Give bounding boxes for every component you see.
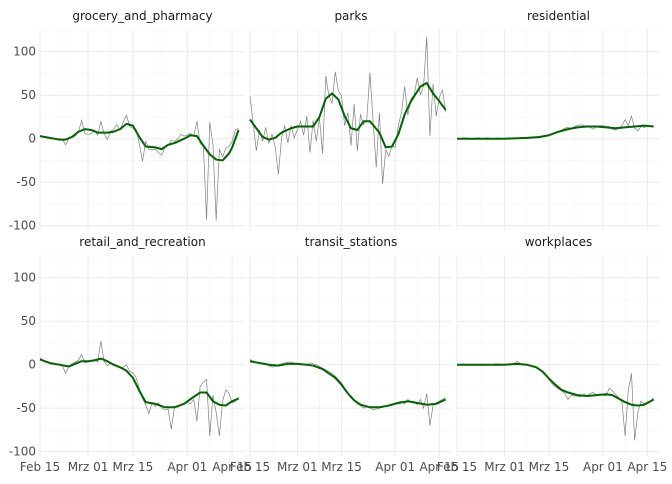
x-tick-label: Apr 15 [627, 460, 667, 474]
x-tick-label: Mrz 15 [529, 460, 570, 474]
series-line-smooth [457, 124, 654, 140]
x-tick-label: Mrz 15 [113, 460, 154, 474]
facet-title: residential [527, 9, 590, 23]
x-tick-label: Feb 15 [437, 460, 477, 474]
series-line-smooth [39, 122, 240, 162]
y-tick-label: -50 [16, 175, 36, 189]
series-line-raw [39, 114, 239, 221]
x-tick-label: Apr 01 [583, 460, 623, 474]
facet-title: parks [334, 9, 367, 23]
facet-title: transit_stations [305, 235, 397, 249]
facet-title: workplaces [525, 235, 593, 249]
y-tick-label: 50 [21, 88, 36, 102]
series-line-raw [249, 36, 447, 184]
y-tick-label: 100 [13, 271, 36, 285]
x-tick-label: Apr 01 [375, 460, 415, 474]
x-tick-label: Mrz 01 [277, 460, 318, 474]
series-line-smooth [249, 360, 447, 409]
y-tick-label: -100 [9, 219, 36, 233]
y-tick-label: 100 [13, 45, 36, 59]
series-line-raw [39, 341, 239, 437]
x-tick-label: Apr 15 [212, 460, 252, 474]
series-line-smooth [249, 82, 447, 149]
facet-title: grocery_and_pharmacy [72, 9, 212, 23]
y-tick-label: 50 [21, 314, 36, 328]
y-tick-label: -100 [9, 445, 36, 459]
x-tick-label: Mrz 01 [68, 460, 109, 474]
facet-title: retail_and_recreation [79, 235, 205, 249]
x-tick-label: Feb 15 [20, 460, 60, 474]
x-tick-label: Mrz 01 [484, 460, 525, 474]
x-tick-label: Apr 01 [167, 460, 207, 474]
series-line-smooth [457, 362, 655, 407]
series-line-smooth [39, 357, 239, 409]
y-tick-label: 0 [28, 132, 36, 146]
y-tick-label: 0 [28, 358, 36, 372]
x-tick-label: Mrz 15 [321, 460, 362, 474]
x-tick-label: Apr 15 [419, 460, 459, 474]
x-tick-label: Feb 15 [230, 460, 270, 474]
y-tick-label: -50 [16, 401, 36, 415]
